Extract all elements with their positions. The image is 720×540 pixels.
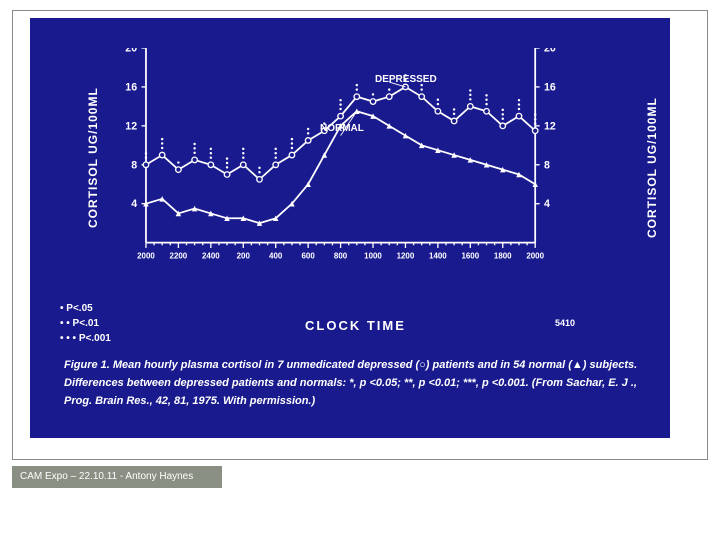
svg-text:4: 4 — [131, 198, 137, 210]
y-axis-label-left: CORTISOL UG/100ML — [86, 87, 100, 228]
svg-text:1400: 1400 — [429, 252, 447, 261]
legend-p05: • P<.05 — [60, 303, 93, 314]
x-axis-label: CLOCK TIME — [305, 318, 406, 333]
caption-line-1: Figure 1. Mean hourly plasma cortisol in… — [64, 358, 650, 373]
svg-text:200: 200 — [237, 252, 251, 261]
svg-text:8: 8 — [131, 159, 137, 171]
normal-label: NORMAL — [320, 123, 364, 134]
svg-text:400: 400 — [269, 252, 283, 261]
svg-text:12: 12 — [125, 120, 137, 132]
caption-line-2: Differences between depressed patients a… — [64, 376, 650, 391]
legend-p001: • • • P<.001 — [60, 333, 111, 344]
svg-text:20: 20 — [125, 48, 137, 55]
svg-text:2400: 2400 — [202, 252, 220, 261]
svg-text:1000: 1000 — [364, 252, 382, 261]
svg-text:2000: 2000 — [526, 252, 544, 261]
svg-text:16: 16 — [544, 81, 556, 93]
svg-text:800: 800 — [334, 252, 348, 261]
depressed-label: DEPRESSED — [375, 74, 437, 85]
chart-footer-id: 5410 — [555, 318, 575, 328]
cortisol-chart: 4 4 8 8 12 12 16 16 20 20 2000 2200 2400 200 400 600 80… — [120, 48, 570, 278]
svg-text:1200: 1200 — [397, 252, 415, 261]
footer-text: CAM Expo – 22.10.11 - Antony Haynes — [20, 471, 193, 482]
svg-text:600: 600 — [302, 252, 316, 261]
svg-text:12: 12 — [544, 120, 556, 132]
caption-line-3: Prog. Brain Res., 42, 81, 1975. With per… — [64, 394, 650, 409]
slide-footer: CAM Expo – 22.10.11 - Antony Haynes — [12, 466, 222, 488]
svg-text:8: 8 — [544, 159, 550, 171]
svg-text:2000: 2000 — [137, 252, 155, 261]
chart-panel: CORTISOL UG/100ML CORTISOL UG/100ML CLOC… — [30, 18, 670, 438]
y-axis-label-right: CORTISOL UG/100ML — [645, 97, 659, 238]
svg-text:2200: 2200 — [170, 252, 188, 261]
svg-text:1600: 1600 — [461, 252, 479, 261]
svg-text:20: 20 — [544, 48, 556, 55]
svg-text:4: 4 — [544, 198, 550, 210]
legend-p01: • • P<.01 — [60, 318, 99, 329]
svg-text:16: 16 — [125, 81, 137, 93]
svg-text:1800: 1800 — [494, 252, 512, 261]
